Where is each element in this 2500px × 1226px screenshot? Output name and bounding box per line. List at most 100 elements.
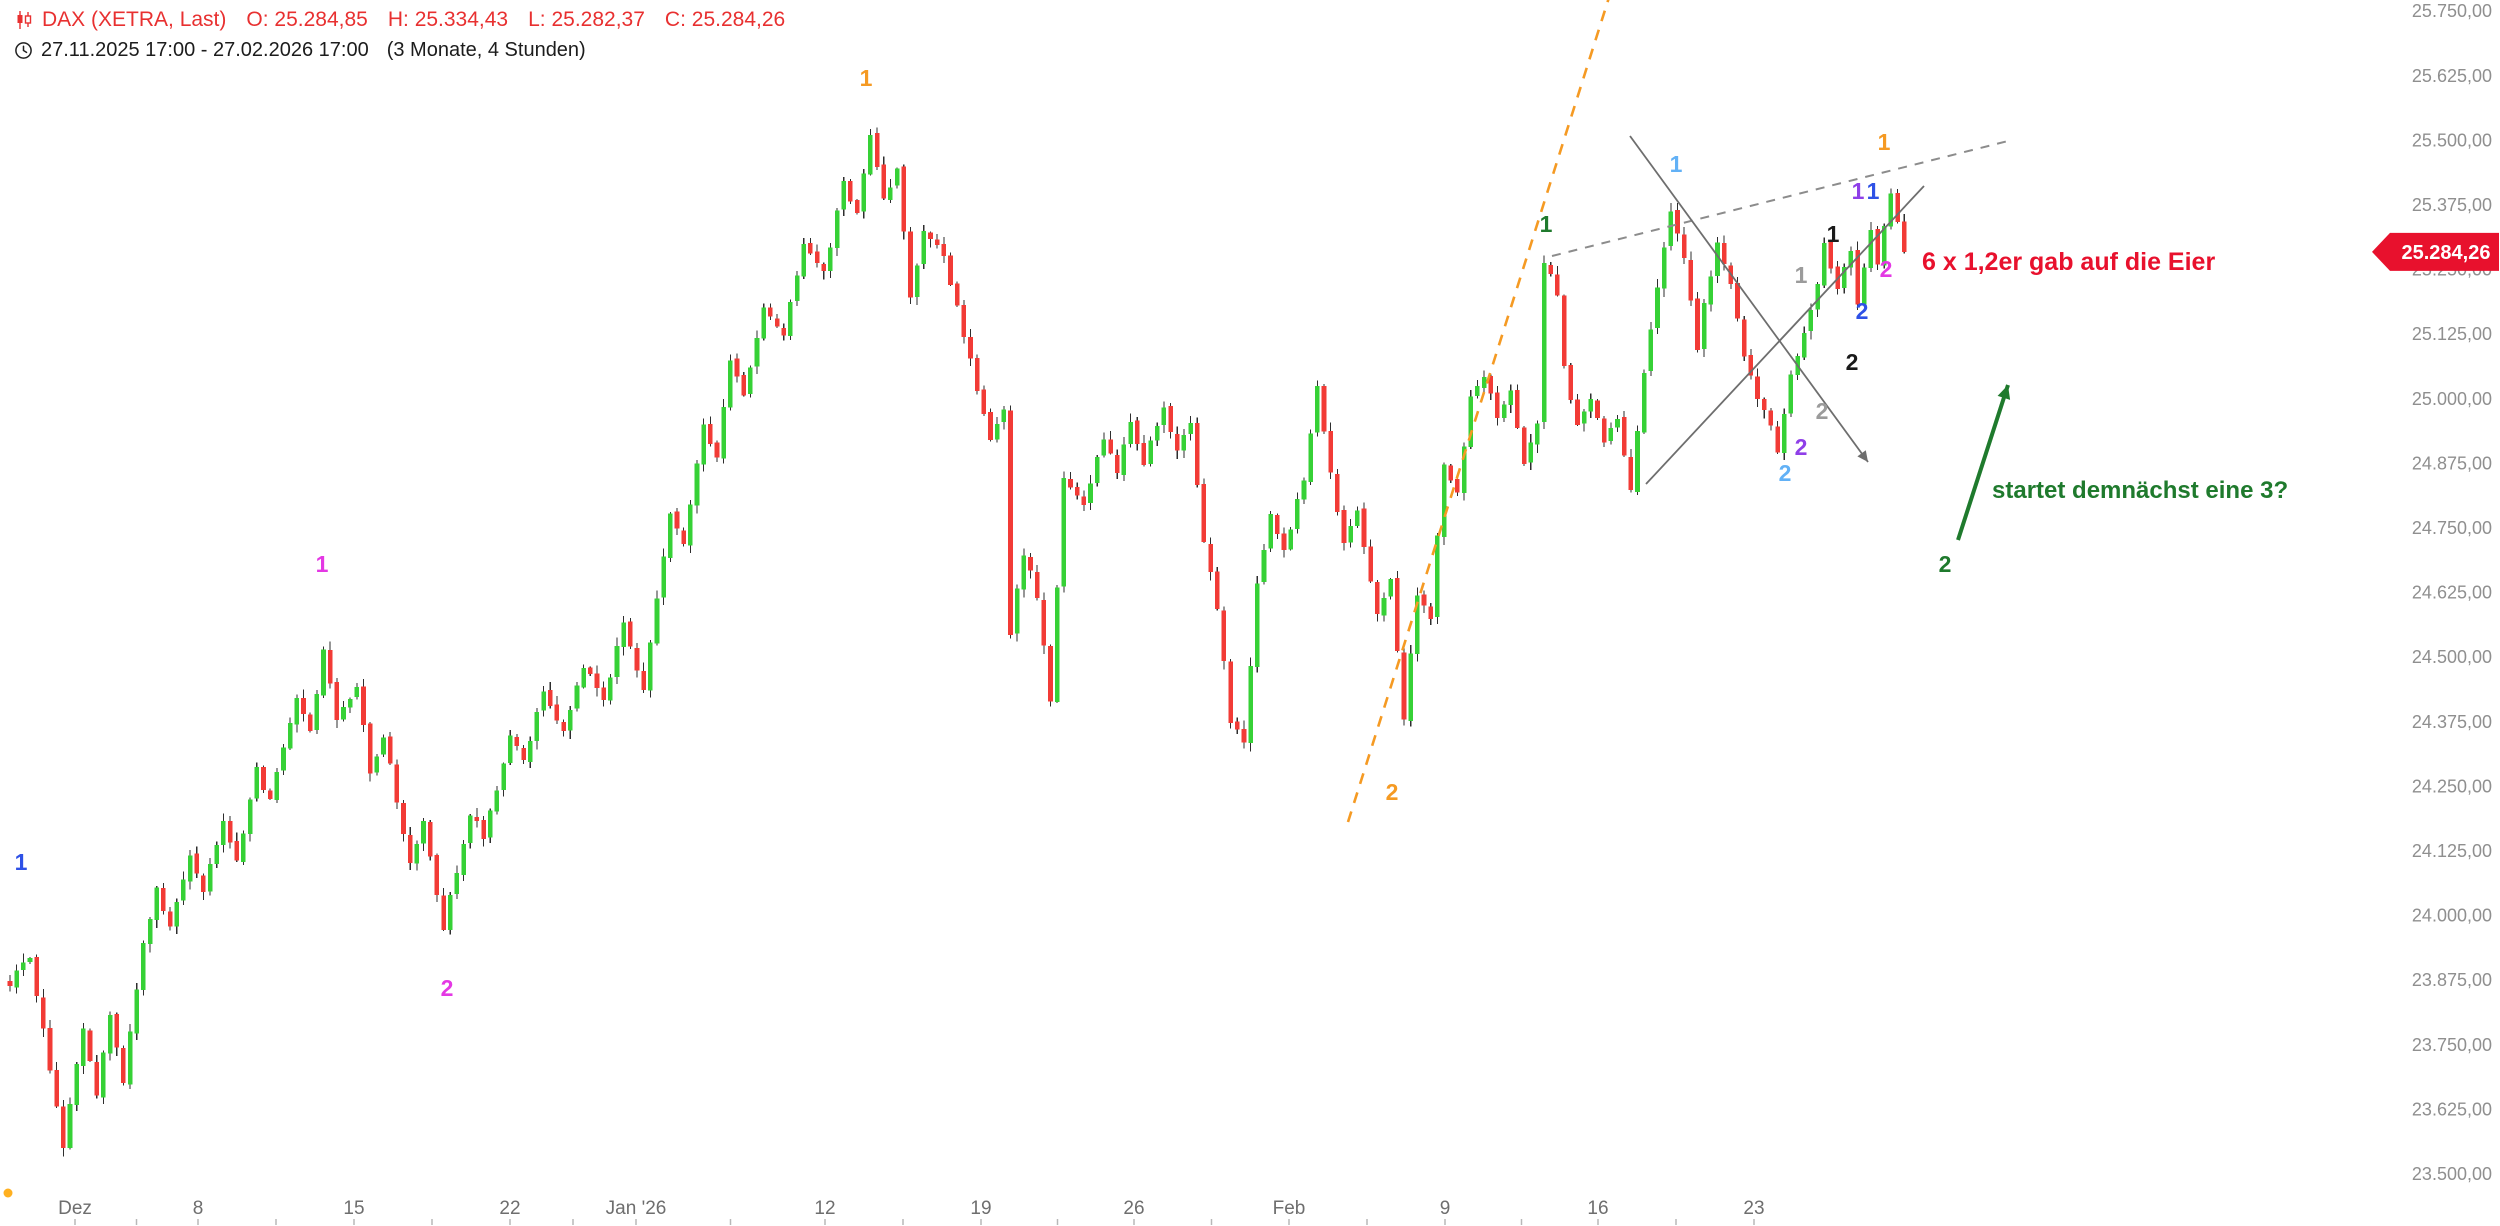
- date-range-label: 27.11.2025 17:00 - 27.02.2026 17:00: [41, 39, 369, 61]
- axes-layer[interactable]: 25.750,00 25.625,00 25.500,00 25.375,00 25.2…: [3, 1, 2493, 1225]
- candle-body: [654, 598, 660, 644]
- candle-body: [481, 820, 486, 839]
- candle-body: [1335, 474, 1340, 512]
- candle-body: [1781, 414, 1787, 453]
- candle-body: [1101, 439, 1107, 456]
- candle-body: [214, 844, 220, 864]
- candle-body: [1148, 440, 1153, 464]
- wave-label-1[interactable]: 1: [1795, 262, 1808, 288]
- wave-label-2[interactable]: 2: [1779, 460, 1792, 486]
- red-annotation-text[interactable]: 6 x 1,2er gab auf die Eier: [1922, 248, 2215, 276]
- wave-label-1[interactable]: 1: [316, 551, 329, 577]
- candle-body: [1468, 396, 1473, 447]
- candle-body: [1074, 486, 1080, 496]
- candle-body: [407, 835, 413, 863]
- candle-body: [327, 650, 333, 684]
- price-axis-label: 24.625,00: [2412, 583, 2492, 603]
- candle-body: [1175, 433, 1180, 451]
- upper-gray-dashed-trendline[interactable]: [1551, 139, 2013, 257]
- candle-body: [781, 328, 786, 336]
- green-up-arrow[interactable]: [1956, 384, 2010, 541]
- candle-body: [1041, 599, 1047, 646]
- candle-body: [514, 737, 520, 746]
- candle-body: [1621, 417, 1627, 456]
- candle-body: [201, 875, 206, 892]
- candle-body: [1561, 295, 1567, 367]
- candle-body: [1275, 514, 1280, 534]
- candle-body: [194, 853, 200, 874]
- wave-label-1[interactable]: 1: [1867, 178, 1880, 204]
- drawings-layer[interactable]: 6 x 1,2er gab auf die Eier startet demnäc…: [15, 0, 2289, 1001]
- wave-label-1[interactable]: 1: [1540, 211, 1553, 237]
- candle-body: [1741, 319, 1747, 357]
- candle-body: [881, 164, 887, 199]
- candle-body: [954, 283, 960, 306]
- last-price-tag-layer: 25.284,26: [2372, 232, 2499, 271]
- wave-label-2[interactable]: 2: [1939, 551, 1952, 577]
- candle-body: [227, 821, 233, 843]
- candle-body: [588, 667, 593, 675]
- time-axis-label: 8: [193, 1198, 204, 1219]
- candle-body: [854, 200, 860, 214]
- candle-body: [561, 722, 566, 731]
- candle-body: [1141, 443, 1147, 465]
- wave-label-1[interactable]: 1: [1852, 178, 1865, 204]
- time-axis-label: 23: [1743, 1198, 1764, 1219]
- candle-body: [1228, 661, 1233, 724]
- candle-body: [1535, 423, 1540, 445]
- candle-body: [1735, 283, 1740, 319]
- candle-body: [107, 1014, 113, 1054]
- wave-label-2[interactable]: 2: [1856, 298, 1869, 324]
- wave-label-2[interactable]: 2: [1846, 349, 1859, 375]
- candle-body: [1635, 431, 1640, 493]
- candle-body: [1361, 508, 1367, 548]
- candle-body: [1368, 546, 1373, 582]
- candle-body: [7, 981, 13, 986]
- wave-label-1[interactable]: 1: [860, 65, 873, 91]
- candle-body: [281, 747, 286, 771]
- candle-body: [701, 424, 706, 465]
- candle-body: [381, 737, 386, 755]
- candle-body: [1581, 411, 1587, 424]
- wave-label-1[interactable]: 1: [1827, 221, 1840, 247]
- candle-body: [207, 863, 213, 892]
- candle-body: [447, 894, 453, 930]
- orange-steep-dashed-trendline[interactable]: [1346, 0, 1612, 823]
- candle-body: [1295, 498, 1300, 530]
- ascending-gray-trendline[interactable]: [1645, 185, 1925, 485]
- candle-body: [1248, 665, 1253, 744]
- green-annotation-text[interactable]: startet demnächst eine 3?: [1992, 477, 2288, 504]
- candle-body: [1301, 480, 1307, 500]
- wave-label-2[interactable]: 2: [1816, 398, 1829, 424]
- wave-label-1[interactable]: 1: [1670, 151, 1683, 177]
- candle-body: [1315, 386, 1320, 433]
- candle-body: [1288, 529, 1293, 550]
- wave-label-2[interactable]: 2: [1795, 434, 1808, 460]
- descending-gray-trendline[interactable]: [1629, 135, 1869, 463]
- wave-label-2[interactable]: 2: [1386, 779, 1399, 805]
- candle-body: [487, 810, 493, 838]
- candle-body: [1028, 556, 1033, 571]
- time-axis-label: 12: [814, 1198, 835, 1219]
- candle-body: [1708, 276, 1714, 305]
- price-axis-label: 25.000,00: [2412, 389, 2492, 409]
- candle-body: [507, 735, 513, 763]
- candle-body: [1715, 242, 1720, 277]
- wave-label-2[interactable]: 2: [441, 975, 454, 1001]
- candle-body: [1568, 365, 1574, 401]
- candle-body: [1021, 555, 1027, 590]
- wave-label-1[interactable]: 1: [15, 849, 28, 875]
- candle-body: [528, 740, 533, 762]
- time-axis-label: 19: [970, 1198, 991, 1219]
- candle-body: [1648, 329, 1654, 371]
- candle-body: [641, 671, 646, 691]
- open-value: O: 25.284,85: [246, 8, 368, 31]
- wave-label-1[interactable]: 1: [1878, 129, 1891, 155]
- wave-label-2[interactable]: 2: [1880, 256, 1893, 282]
- price-axis-label: 24.125,00: [2412, 841, 2492, 861]
- time-axis-label: Dez: [58, 1198, 92, 1219]
- candle-body: [1775, 426, 1780, 453]
- candle-body: [1215, 571, 1220, 610]
- candle-body: [708, 424, 713, 445]
